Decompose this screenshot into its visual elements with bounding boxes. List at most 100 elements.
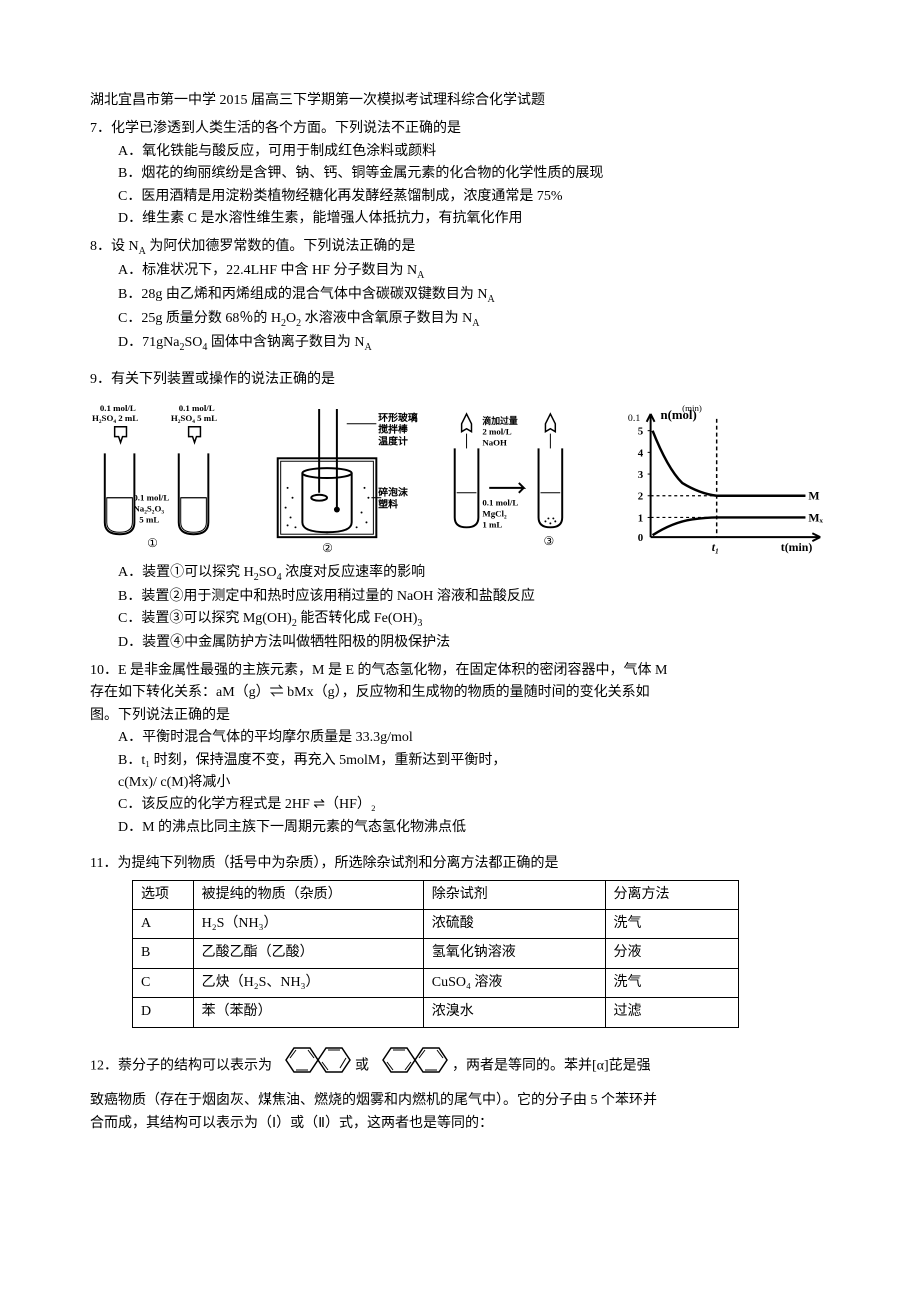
- q11-r2c2: CuSO₄ 溶液: [423, 968, 605, 997]
- q10-option-b2: c(Mx)/ c(M)将减小: [90, 772, 830, 794]
- svg-text:②: ②: [322, 541, 333, 555]
- q9-figure-4: (min) 0.1 5 4 3 2 1 0 n(mol): [623, 398, 830, 558]
- q8-c-mid: O: [286, 311, 296, 326]
- svg-text:2: 2: [638, 490, 643, 502]
- svg-text:1: 1: [638, 512, 643, 524]
- q11-h3: 分离方法: [605, 880, 738, 909]
- svg-text:0: 0: [638, 532, 643, 544]
- svg-text:t(min): t(min): [781, 540, 813, 554]
- svg-text:MgCl₂: MgCl₂: [483, 508, 508, 518]
- q8-option-a: A．标准状况下，22.4LHF 中含 HF 分子数目为 NA: [90, 260, 830, 284]
- q9-figure-3: 滴加过量 2 mol/L NaOH 0.1 mol/L MgCl₂ 1 mL ③: [435, 398, 613, 558]
- svg-text:0.1 mol/L: 0.1 mol/L: [483, 497, 519, 507]
- table-row: C 乙炔（H₂S、NH₃） CuSO₄ 溶液 洗气: [133, 968, 739, 997]
- q9-stem: 9．有关下列装置或操作的说法正确的是: [90, 369, 830, 391]
- q11-r2c0: C: [133, 968, 194, 997]
- svg-text:0.1 mol/L: 0.1 mol/L: [100, 403, 136, 413]
- q7-option-a: A．氧化铁能与酸反应，可用于制成红色涂料或颜料: [90, 141, 830, 163]
- q10-option-b1: B．t₁ 时刻，保持温度不变，再充入 5molM，重新达到平衡时，: [90, 750, 830, 772]
- q12-pre: 12．萘分子的结构可以表示为: [90, 1058, 272, 1073]
- q10-line3: 图。下列说法正确的是: [90, 705, 830, 727]
- q11-r2c1: 乙炔（H₂S、NH₃）: [193, 968, 423, 997]
- svg-text:NaOH: NaOH: [483, 437, 508, 447]
- q9-c-mid: 能否转化成 Fe(OH): [297, 611, 418, 626]
- svg-text:滴加过量: 滴加过量: [483, 414, 519, 425]
- q8-stem: 8．设 NA 为阿伏加德罗常数的值。下列说法正确的是: [90, 236, 830, 260]
- svg-text:M: M: [808, 488, 819, 502]
- q8-d-post: 固体中含钠离子数目为 N: [207, 335, 364, 350]
- q8-d-pre: D．71gNa: [118, 335, 179, 350]
- q8-stem-pre: 8．设 N: [90, 239, 139, 254]
- q11-r1c0: B: [133, 939, 194, 968]
- q9-option-a: A．装置①可以探究 H2SO4 浓度对反应速率的影响: [90, 562, 830, 586]
- svg-text:0.1 mol/L: 0.1 mol/L: [179, 403, 215, 413]
- svg-text:①: ①: [147, 536, 158, 550]
- q7-option-d: D．维生素 C 是水溶性维生素，能增强人体抵抗力，有抗氧化作用: [90, 208, 830, 230]
- naphthalene-structure-1: [276, 1042, 352, 1091]
- q12-line3: 合而成，其结构可以表示为（Ⅰ）或（Ⅱ）式，这两者也是等同的：: [90, 1113, 830, 1135]
- svg-text:Na₂S₂O₃: Na₂S₂O₃: [133, 503, 164, 513]
- svg-text:n(mol): n(mol): [660, 408, 696, 422]
- q11-r1c3: 分液: [605, 939, 738, 968]
- svg-text:0.1: 0.1: [628, 413, 640, 424]
- q9-c-pre: C．装置③可以探究 Mg(OH): [118, 611, 292, 626]
- q8-option-b: B．28g 由乙烯和丙烯组成的混合气体中含碳碳双键数目为 NA: [90, 284, 830, 308]
- q8-option-d: D．71gNa2SO4 固体中含钠离子数目为 NA: [90, 332, 830, 356]
- q12-line1: 12．萘分子的结构可以表示为 或: [90, 1042, 830, 1091]
- q8-option-c: C．25g 质量分数 68％的 H2O2 水溶液中含氧原子数目为 NA: [90, 308, 830, 332]
- question-12: 12．萘分子的结构可以表示为 或: [90, 1042, 830, 1136]
- q11-r1c1: 乙酸乙酯（乙酸）: [193, 939, 423, 968]
- q10-option-c: C．该反应的化学方程式是 2HF ⇌（HF）₂: [90, 794, 830, 816]
- svg-text:塑料: 塑料: [378, 497, 398, 510]
- q10-option-a: A．平衡时混合气体的平均摩尔质量是 33.3g/mol: [90, 727, 830, 749]
- svg-text:1 mL: 1 mL: [483, 519, 503, 529]
- q11-stem: 11．为提纯下列物质（括号中为杂质），所选除杂试剂和分离方法都正确的是: [90, 853, 830, 875]
- q11-h2: 除杂试剂: [423, 880, 605, 909]
- svg-text:3: 3: [638, 469, 644, 481]
- question-11: 11．为提纯下列物质（括号中为杂质），所选除杂试剂和分离方法都正确的是 选项 被…: [90, 853, 830, 1027]
- svg-text:5: 5: [638, 425, 644, 437]
- q12-post: ，两者是等同的。苯并[α]芘是强: [452, 1058, 651, 1073]
- q7-stem: 7．化学已渗透到人类生活的各个方面。下列说法不正确的是: [90, 118, 830, 140]
- q10-option-d: D．M 的沸点比同主族下一周期元素的气态氢化物沸点低: [90, 817, 830, 839]
- svg-text:t₁: t₁: [712, 540, 719, 554]
- q8-stem-post: 为阿伏加德罗常数的值。下列说法正确的是: [146, 239, 416, 254]
- q11-r2c3: 洗气: [605, 968, 738, 997]
- q7-option-c: C．医用酒精是用淀粉类植物经糖化再发酵经蒸馏制成，浓度通常是 75%: [90, 186, 830, 208]
- question-7: 7．化学已渗透到人类生活的各个方面。下列说法不正确的是 A．氧化铁能与酸反应，可…: [90, 118, 830, 230]
- naphthalene-structure-2: [373, 1042, 449, 1091]
- q11-r3c2: 浓溴水: [423, 998, 605, 1027]
- question-10: 10．E 是非金属性最强的主族元素，M 是 E 的气态氢化物，在固定体积的密闭容…: [90, 660, 830, 839]
- table-row: 选项 被提纯的物质（杂质） 除杂试剂 分离方法: [133, 880, 739, 909]
- svg-text:5 mL: 5 mL: [139, 514, 159, 524]
- svg-text:温度计: 温度计: [378, 434, 408, 447]
- q11-r0c1: H₂S（NH₃）: [193, 910, 423, 939]
- svg-text:环形玻璃: 环形玻璃: [378, 411, 418, 424]
- q11-table: 选项 被提纯的物质（杂质） 除杂试剂 分离方法 A H₂S（NH₃） 浓硫酸 洗…: [132, 880, 739, 1028]
- question-8: 8．设 NA 为阿伏加德罗常数的值。下列说法正确的是 A．标准状况下，22.4L…: [90, 236, 830, 355]
- svg-text:H₂SO₄ 2 mL: H₂SO₄ 2 mL: [92, 413, 138, 423]
- exam-header: 湖北宜昌市第一中学 2015 届高三下学期第一次模拟考试理科综合化学试题: [90, 90, 830, 112]
- q9-figures: 0.1 mol/L H₂SO₄ 2 mL 0.1 mol/L H₂SO₄ 5 m…: [90, 398, 830, 558]
- q10-line1: 10．E 是非金属性最强的主族元素，M 是 E 的气态氢化物，在固定体积的密闭容…: [90, 660, 830, 682]
- svg-text:搅拌棒: 搅拌棒: [378, 422, 408, 435]
- q11-r0c3: 洗气: [605, 910, 738, 939]
- svg-text:Mₓ: Mₓ: [808, 510, 823, 524]
- q8-c-pre: C．25g 质量分数 68％的 H: [118, 311, 281, 326]
- svg-text:2 mol/L: 2 mol/L: [483, 426, 512, 436]
- q7-option-b: B．烟花的绚丽缤纷是含钾、钠、钙、铜等金属元素的化合物的化学性质的展现: [90, 163, 830, 185]
- question-9: 9．有关下列装置或操作的说法正确的是 0.1 mol/L H₂SO₄ 2 mL …: [90, 369, 830, 654]
- q9-figure-1: 0.1 mol/L H₂SO₄ 2 mL 0.1 mol/L H₂SO₄ 5 m…: [90, 398, 248, 558]
- svg-text:③: ③: [544, 534, 555, 548]
- q11-r3c3: 过滤: [605, 998, 738, 1027]
- q12-line2: 致癌物质（存在于烟囱灰、煤焦油、燃烧的烟雾和内燃机的尾气中）。它的分子由 5 个…: [90, 1090, 830, 1112]
- q11-r0c0: A: [133, 910, 194, 939]
- q11-h1: 被提纯的物质（杂质）: [193, 880, 423, 909]
- q8-c-post: 水溶液中含氧原子数目为 N: [301, 311, 472, 326]
- q12-mid: 或: [355, 1058, 369, 1073]
- q9-option-c: C．装置③可以探究 Mg(OH)2 能否转化成 Fe(OH)3: [90, 608, 830, 632]
- table-row: A H₂S（NH₃） 浓硫酸 洗气: [133, 910, 739, 939]
- q11-r3c1: 苯（苯酚）: [193, 998, 423, 1027]
- svg-text:4: 4: [638, 447, 644, 459]
- q8-b-pre: B．28g 由乙烯和丙烯组成的混合气体中含碳碳双键数目为 N: [118, 287, 487, 302]
